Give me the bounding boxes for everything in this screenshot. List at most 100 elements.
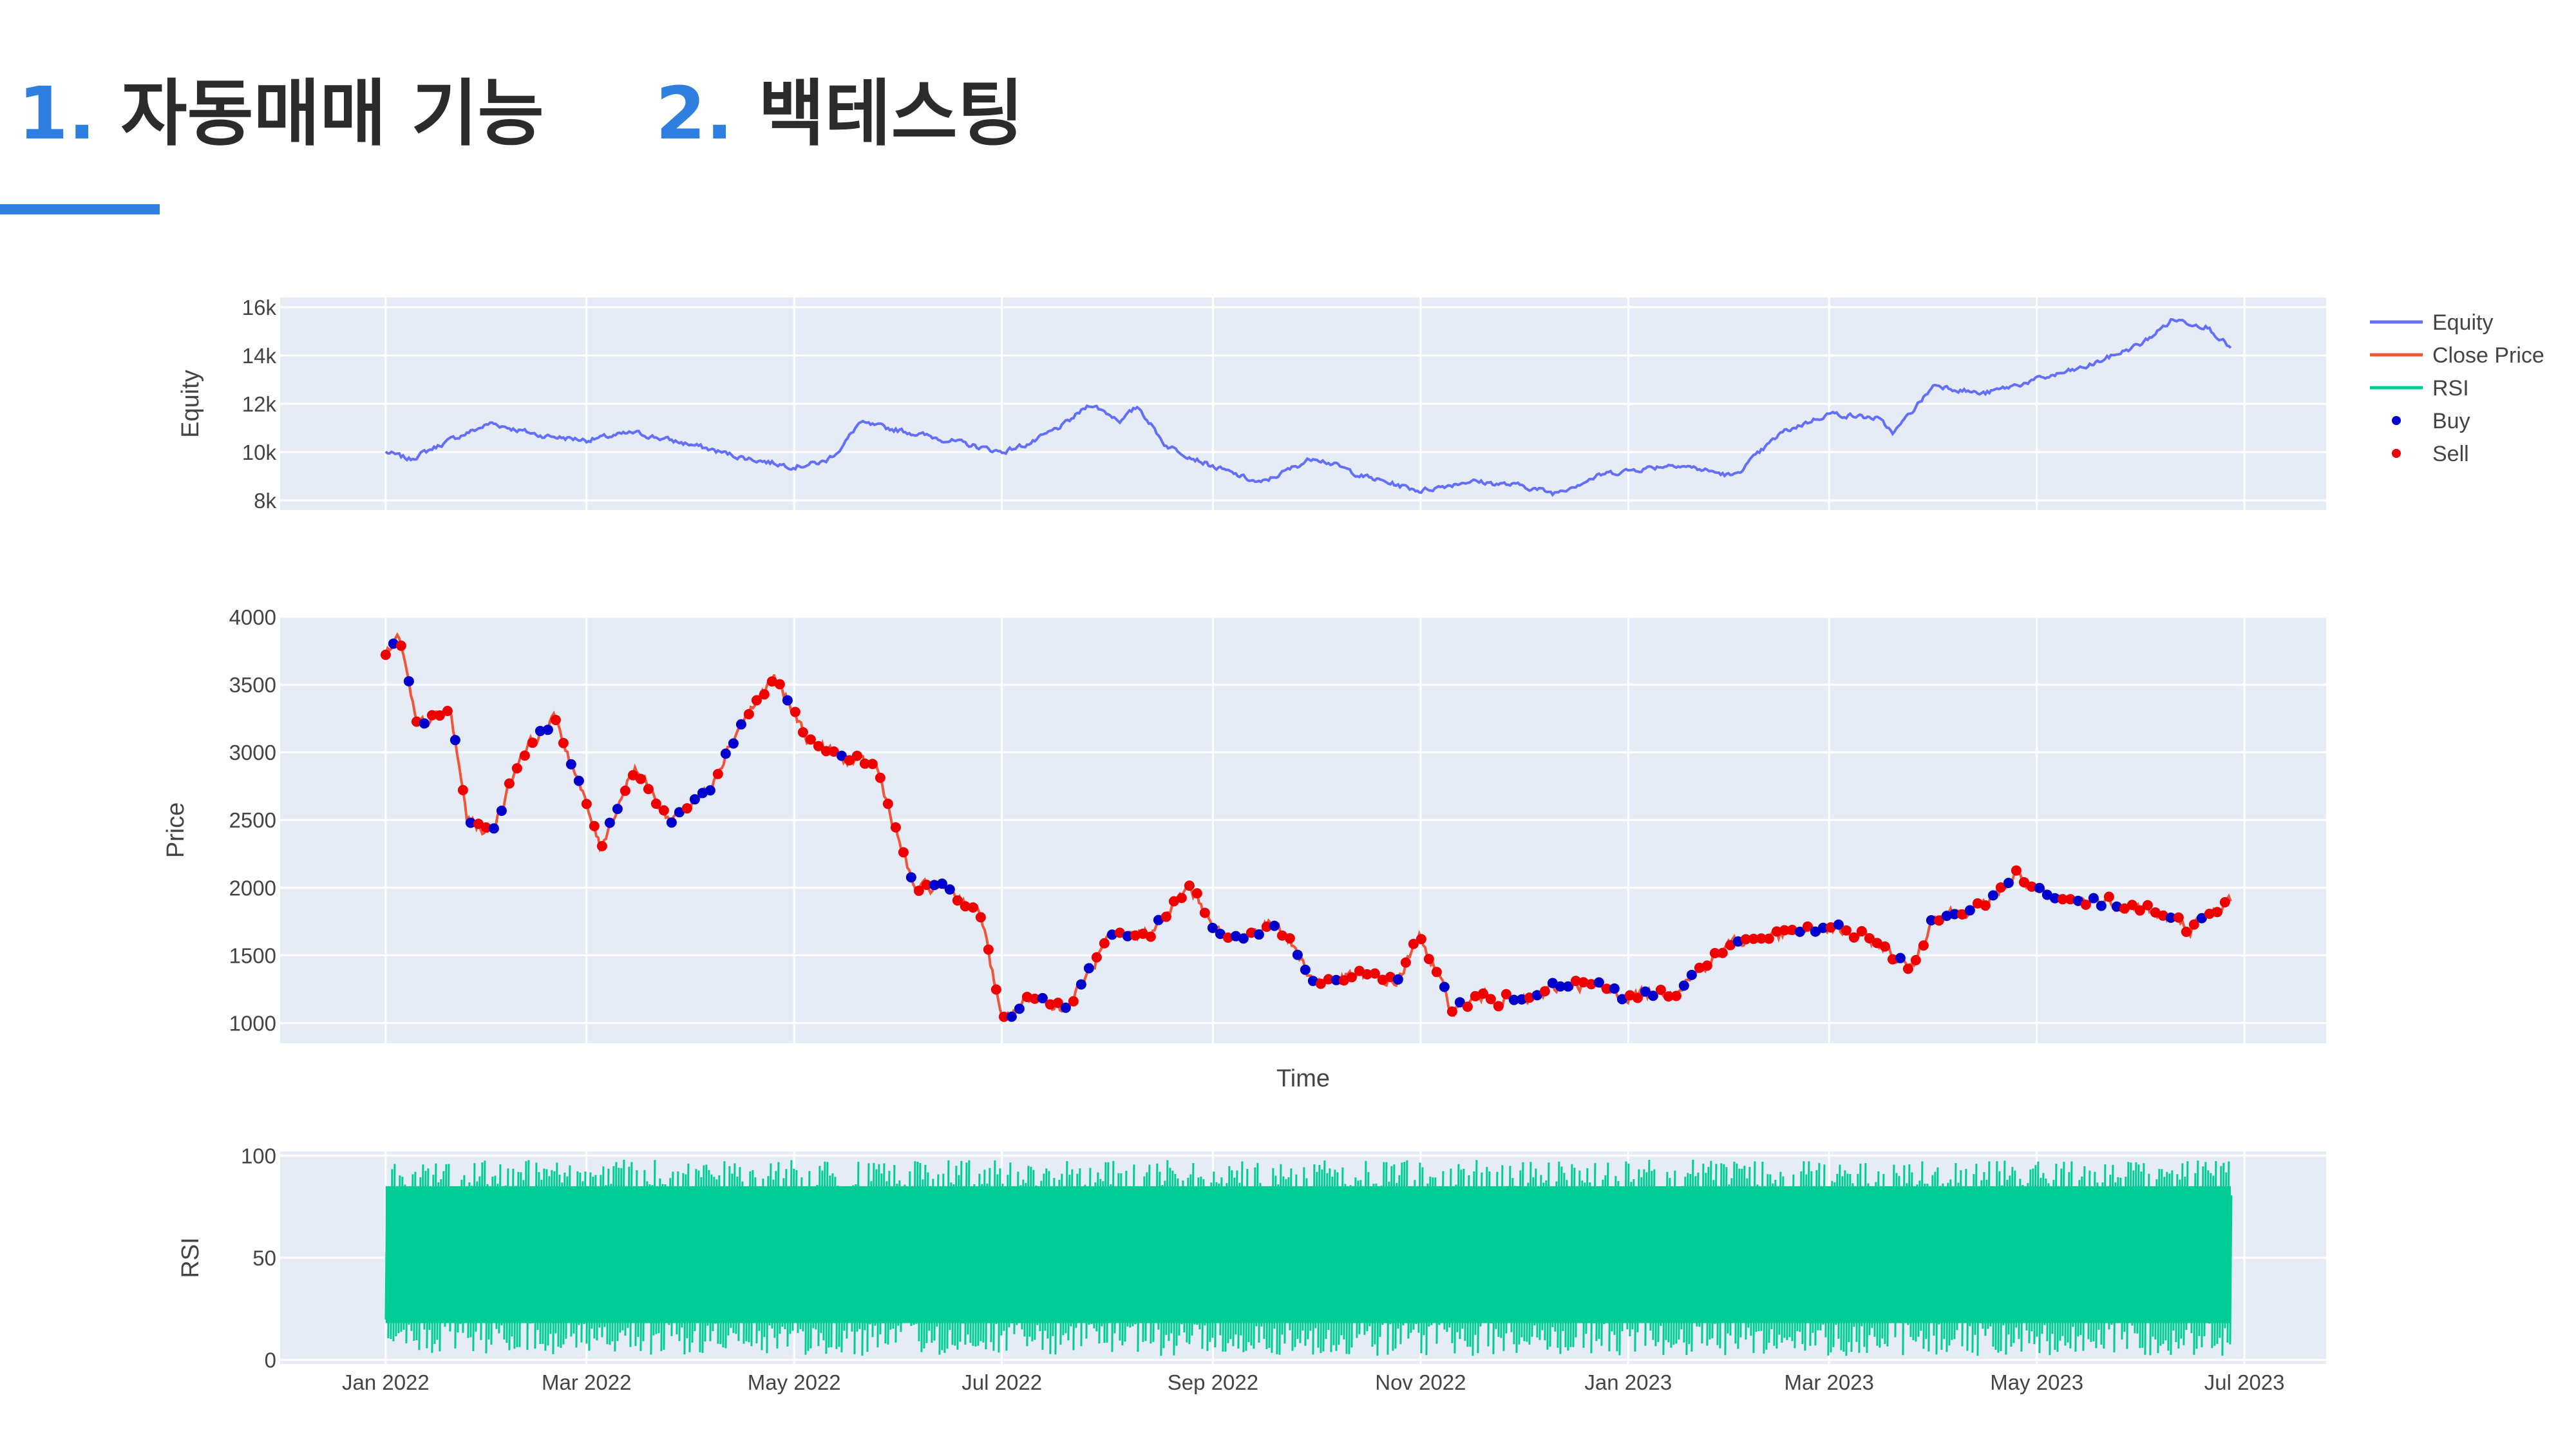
x-axis-title: Time	[1276, 1065, 1330, 1092]
sell-marker	[589, 820, 600, 831]
sell-marker	[1586, 979, 1596, 990]
buy-marker	[1895, 952, 1906, 963]
sell-marker	[960, 901, 971, 912]
buy-marker	[1075, 979, 1086, 990]
sell-marker	[1114, 927, 1125, 938]
buy-marker	[1562, 981, 1573, 992]
sell-marker	[511, 763, 522, 774]
sell-marker	[1261, 922, 1272, 933]
y-axis-title: Price	[162, 802, 189, 858]
sell-marker	[1168, 896, 1179, 907]
sell-marker	[658, 805, 669, 816]
sell-marker	[2211, 907, 2222, 918]
sell-marker	[1972, 898, 1983, 909]
buy-marker	[1215, 929, 1226, 940]
sell-marker	[983, 944, 994, 955]
series-line-rsi	[384, 1159, 2233, 1356]
sell-marker	[913, 886, 924, 896]
sell-marker	[712, 768, 723, 779]
buy-marker	[720, 748, 731, 759]
sell-marker	[504, 778, 515, 789]
y-tick-label: 0	[265, 1349, 276, 1372]
buy-marker	[2111, 901, 2122, 912]
buy-marker	[535, 726, 545, 737]
sell-marker	[2018, 876, 2029, 887]
sell-marker	[1160, 911, 1171, 922]
buy-marker	[488, 823, 499, 834]
buy-marker	[1547, 978, 1558, 989]
x-tick-label: Mar 2023	[1785, 1370, 1874, 1394]
y-tick-label: 16k	[242, 296, 277, 319]
sell-marker	[1400, 957, 1411, 968]
buy-marker	[2088, 893, 2099, 904]
sell-marker	[1091, 952, 1102, 963]
sell-marker	[2150, 907, 2161, 918]
x-tick-label: May 2023	[1990, 1370, 2083, 1394]
sell-marker	[828, 746, 839, 757]
legend-swatch-dot	[2392, 416, 2401, 425]
sell-marker	[1802, 921, 1813, 932]
sell-marker	[1624, 990, 1635, 1001]
buy-marker	[1616, 994, 1627, 1005]
x-tick-label: Jul 2023	[2204, 1370, 2285, 1394]
sell-marker	[1771, 926, 1782, 937]
sell-marker	[1354, 965, 1365, 976]
sell-marker	[480, 822, 491, 833]
sell-marker	[1099, 938, 1110, 949]
sell-marker	[434, 710, 445, 721]
sell-marker	[851, 750, 862, 761]
buy-marker	[735, 719, 746, 730]
sell-marker	[411, 716, 422, 727]
sell-marker	[2157, 910, 2168, 921]
sell-marker	[1825, 922, 1836, 933]
buy-marker	[1331, 974, 1341, 985]
sell-marker	[1423, 954, 1434, 965]
buy-marker	[2034, 882, 2045, 893]
buy-marker	[2049, 893, 2060, 904]
buy-marker	[1964, 905, 1975, 916]
buy-marker	[496, 805, 507, 816]
buy-marker	[612, 804, 623, 815]
sell-marker	[1284, 933, 1295, 943]
sell-marker	[1191, 888, 1202, 899]
sell-marker	[1578, 977, 1589, 988]
y-tick-label: 2000	[229, 876, 276, 900]
buy-marker	[1640, 986, 1651, 997]
chart-legend: Equity Close Price RSI Buy Sell	[2370, 310, 2544, 466]
buy-marker	[1060, 1002, 1071, 1013]
sell-marker	[1485, 994, 1496, 1005]
sell-marker	[1137, 928, 1148, 939]
buy-marker	[1106, 929, 1117, 940]
buy-marker	[1817, 922, 1828, 933]
sell-marker	[1222, 932, 1233, 943]
sell-marker	[1408, 938, 1419, 949]
sell-marker	[952, 895, 963, 906]
sell-marker	[2119, 903, 2130, 914]
sell-marker	[1910, 954, 1921, 965]
sell-marker	[2011, 865, 2022, 876]
buy-marker	[1508, 994, 1519, 1005]
sell-marker	[596, 840, 607, 851]
sell-marker	[1462, 1001, 1473, 1012]
sell-marker	[844, 755, 855, 766]
y-tick-label: 1000	[229, 1011, 276, 1035]
sell-marker	[813, 741, 824, 752]
sell-marker	[1176, 893, 1187, 904]
heading-number: 1.	[18, 72, 96, 156]
sell-marker	[1956, 909, 1967, 920]
y-tick-label: 12k	[242, 392, 277, 416]
heading-text: 백테스팅	[758, 72, 1024, 156]
sell-marker	[1933, 915, 1944, 926]
rsi-panel: 0 50 100 RSI	[177, 1144, 2326, 1372]
buy-marker	[1292, 949, 1303, 960]
buy-marker	[1531, 990, 1542, 1001]
sell-marker	[1601, 983, 1612, 994]
sell-marker	[2103, 891, 2114, 902]
sell-marker	[1980, 900, 1991, 911]
sell-marker	[527, 737, 538, 748]
buy-marker	[905, 872, 916, 883]
sell-marker	[2173, 912, 2184, 923]
sell-marker	[1848, 932, 1859, 943]
buy-marker	[1833, 919, 1844, 930]
buy-marker	[697, 788, 708, 799]
